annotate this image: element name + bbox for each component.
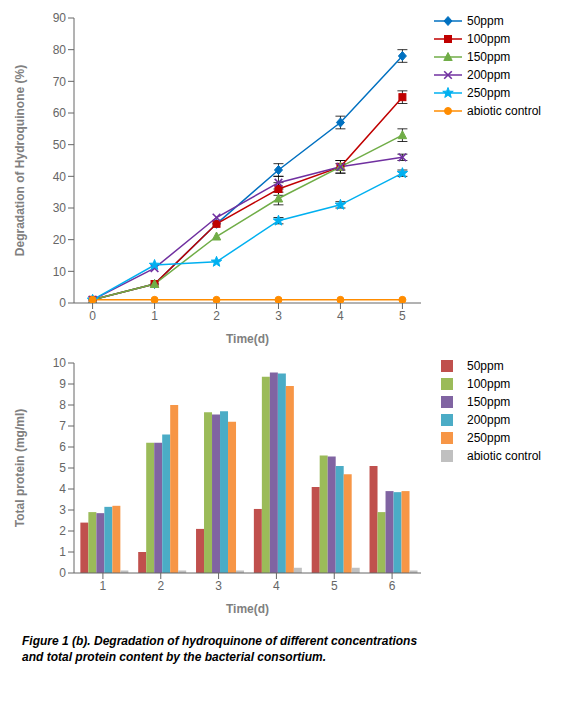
svg-text:30: 30 bbox=[53, 201, 67, 215]
svg-text:8: 8 bbox=[59, 398, 66, 412]
svg-text:Degradation of Hydroquinone (%: Degradation of Hydroquinone (%) bbox=[13, 65, 27, 256]
html-text:abiotic control: abiotic control bbox=[467, 104, 541, 118]
html-text:150ppm: 150ppm bbox=[467, 395, 511, 409]
svg-text:0: 0 bbox=[89, 309, 96, 323]
svg-text:3: 3 bbox=[275, 309, 282, 323]
svg-text:5: 5 bbox=[59, 461, 66, 475]
svg-text:4: 4 bbox=[337, 309, 344, 323]
svg-text:5: 5 bbox=[399, 309, 406, 323]
html-text:and total protein content by t: and total protein content by the bacteri… bbox=[22, 650, 326, 664]
svg-text:2: 2 bbox=[157, 579, 164, 593]
html-text:Figure 1 (b). Degradation of h: Figure 1 (b). Degradation of hydroquinon… bbox=[22, 634, 418, 648]
svg-text:0: 0 bbox=[59, 296, 66, 310]
svg-text:3: 3 bbox=[215, 579, 222, 593]
svg-text:2: 2 bbox=[213, 309, 220, 323]
svg-text:10: 10 bbox=[53, 356, 67, 370]
html-text:100ppm: 100ppm bbox=[467, 377, 511, 391]
svg-text:60: 60 bbox=[53, 106, 67, 120]
svg-text:3: 3 bbox=[59, 503, 66, 517]
svg-text:1: 1 bbox=[100, 579, 107, 593]
svg-text:50: 50 bbox=[53, 138, 67, 152]
html-text:200ppm: 200ppm bbox=[467, 413, 511, 427]
svg-text:20: 20 bbox=[53, 233, 67, 247]
svg-text:90: 90 bbox=[53, 11, 67, 25]
html-text:50ppm: 50ppm bbox=[467, 14, 504, 28]
svg-text:40: 40 bbox=[53, 170, 67, 184]
svg-text:6: 6 bbox=[59, 440, 66, 454]
html-text:abiotic control: abiotic control bbox=[467, 449, 541, 463]
svg-text:2: 2 bbox=[59, 524, 66, 538]
svg-text:4: 4 bbox=[59, 482, 66, 496]
html-text:200ppm: 200ppm bbox=[467, 68, 511, 82]
html-text:250ppm: 250ppm bbox=[467, 431, 511, 445]
svg-text:10: 10 bbox=[53, 265, 67, 279]
html-text:50ppm: 50ppm bbox=[467, 359, 504, 373]
html-text:150ppm: 150ppm bbox=[467, 50, 511, 64]
svg-text:5: 5 bbox=[331, 579, 338, 593]
svg-text:70: 70 bbox=[53, 75, 67, 89]
svg-text:6: 6 bbox=[389, 579, 396, 593]
svg-text:0: 0 bbox=[59, 566, 66, 580]
svg-text:1: 1 bbox=[59, 545, 66, 559]
html-text:100ppm: 100ppm bbox=[467, 32, 511, 46]
svg-text:80: 80 bbox=[53, 43, 67, 57]
svg-text:Time(d): Time(d) bbox=[226, 602, 269, 616]
html-text:250ppm: 250ppm bbox=[467, 86, 511, 100]
svg-text:9: 9 bbox=[59, 377, 66, 391]
svg-text:4: 4 bbox=[273, 579, 280, 593]
svg-text:7: 7 bbox=[59, 419, 66, 433]
svg-text:Total protein (mg/ml): Total protein (mg/ml) bbox=[13, 409, 27, 527]
svg-text:1: 1 bbox=[151, 309, 158, 323]
svg-text:Time(d): Time(d) bbox=[226, 332, 269, 346]
